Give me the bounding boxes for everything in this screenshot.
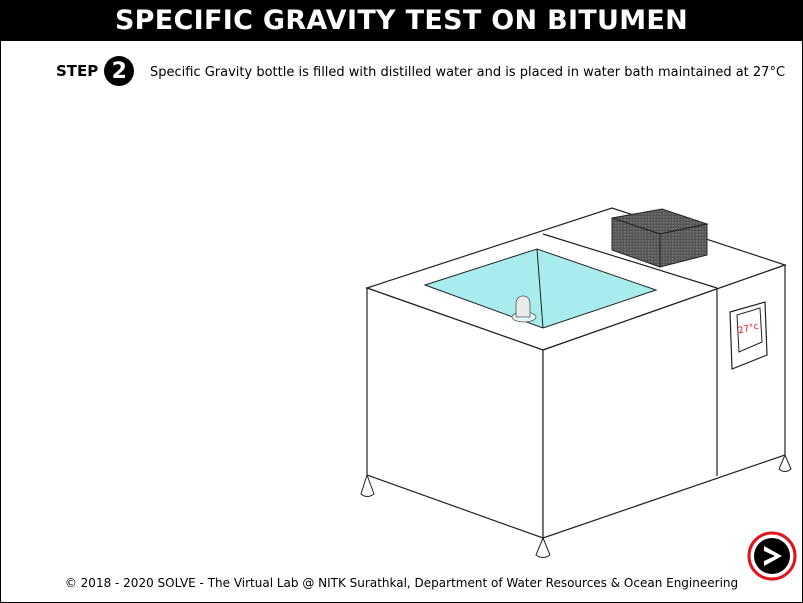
next-button[interactable] xyxy=(747,531,797,581)
bath-feet xyxy=(360,453,792,558)
heater-block xyxy=(611,208,709,268)
specific-gravity-bottle xyxy=(511,295,537,323)
next-arrow-icon xyxy=(747,531,797,581)
water-bath xyxy=(365,207,787,539)
step-number-badge: 2 xyxy=(104,56,135,86)
copyright-footer: © 2018 - 2020 SOLVE - The Virtual Lab @ … xyxy=(64,576,739,590)
step-instruction: Specific Gravity bottle is filled with d… xyxy=(150,65,786,80)
step-indicator: STEP 2 xyxy=(56,56,135,86)
step-label: STEP xyxy=(56,62,99,80)
top-divider xyxy=(542,233,718,289)
page-title: SPECIFIC GRAVITY TEST ON BITUMEN xyxy=(0,0,803,41)
temperature-reading: 27°c xyxy=(737,322,760,337)
temperature-display: 27°c xyxy=(729,301,768,370)
